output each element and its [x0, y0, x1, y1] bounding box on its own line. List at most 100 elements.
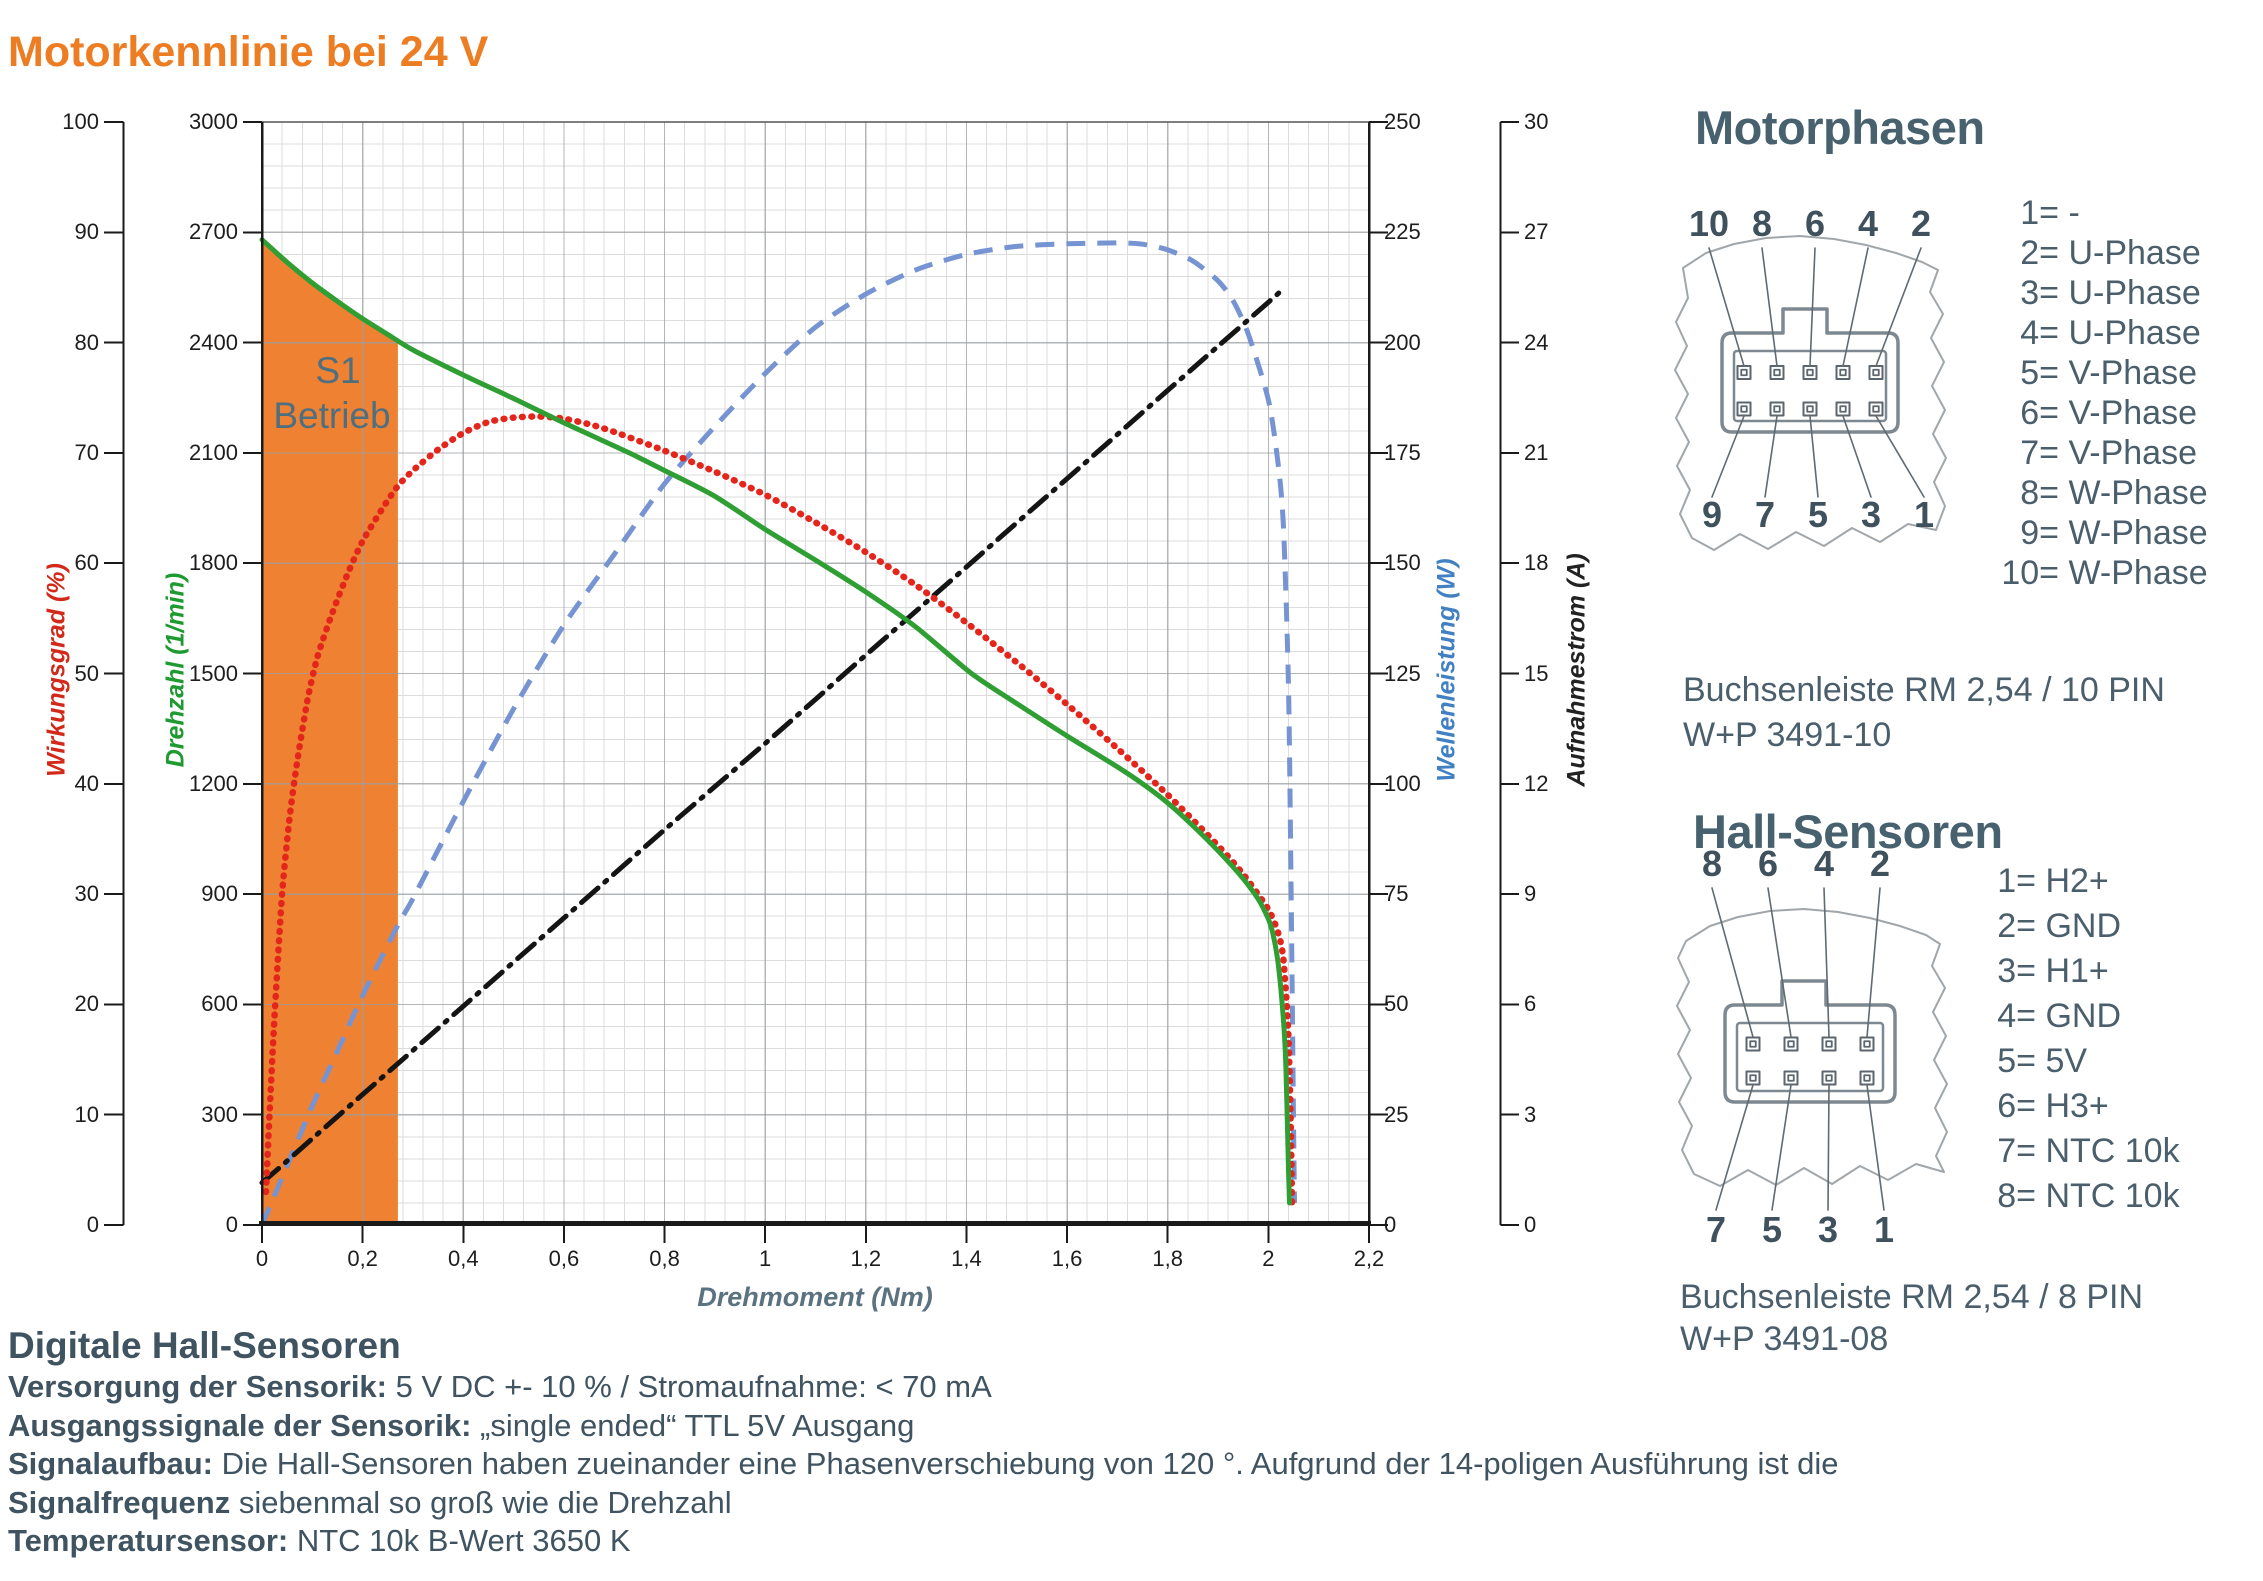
- spec-value: NTC 10k B-Wert 3650 K: [288, 1523, 631, 1558]
- hall-sensoren-heading: Hall-Sensoren: [1693, 805, 2003, 858]
- drehzahl-tick-label: 1500: [189, 660, 238, 686]
- wirkungsgrad-tick-label: 0: [86, 1212, 99, 1237]
- wirkungsgrad-tick-label: 70: [74, 439, 99, 465]
- wellenleistung-tick-label: 175: [1384, 439, 1421, 465]
- pin-legend-row: 7= V-Phase: [2020, 434, 2197, 472]
- spec-value: Die Hall-Sensoren haben zueinander eine …: [212, 1446, 1839, 1481]
- wellenleistung-tick-label: 75: [1384, 881, 1409, 907]
- pin-number-7: 7: [1754, 494, 1776, 535]
- aufnahmestrom-tick-label: 15: [1524, 660, 1549, 686]
- motorphasen-caption-line1: Buchsenleiste RM 2,54 / 10 PIN: [1683, 671, 2165, 709]
- spec-label: Signalaufbau:: [8, 1446, 213, 1481]
- page-title: Motorkennlinie bei 24 V: [8, 28, 489, 76]
- aufnahmestrom-tick-label: 21: [1524, 439, 1549, 465]
- wirkungsgrad-tick-label: 80: [74, 329, 99, 355]
- wellenleistung-tick-label: 125: [1384, 660, 1421, 686]
- pin-legend-row: 4= U-Phase: [2020, 314, 2201, 352]
- hall-caption: Buchsenleiste RM 2,54 / 8 PIN W+P 3491-0…: [1680, 1276, 2143, 1360]
- aufnahmestrom-tick-label: 24: [1524, 329, 1549, 355]
- spec-label: Temperatursensor:: [8, 1523, 289, 1558]
- wellenleistung-tick-label: 100: [1384, 770, 1421, 796]
- wirkungsgrad-tick-label: 90: [74, 219, 99, 245]
- drehzahl-tick-label: 3000: [189, 109, 238, 134]
- spec-label: Ausgangssignale der Sensorik:: [8, 1407, 472, 1443]
- wirkungsgrad-tick-label: 40: [74, 770, 99, 796]
- motorphasen-caption-line2: W+P 3491-10: [1683, 716, 1892, 754]
- drehzahl-tick-label: 2100: [189, 439, 238, 465]
- pin-legend-row: 8= NTC 10k: [1997, 1177, 2180, 1215]
- pin-legend-row: 7= NTC 10k: [1997, 1132, 2180, 1170]
- wellenleistung-tick-label: 225: [1384, 219, 1421, 245]
- hall-torn-paper-outline: [1676, 908, 1948, 1187]
- wirkungsgrad-tick-label: 60: [74, 550, 99, 576]
- motor-pins: [1736, 365, 1884, 417]
- pin-legend-row: 2= U-Phase: [2020, 234, 2201, 272]
- pin-number-1: 1: [1873, 1209, 1895, 1250]
- pin-number-6: 6: [1757, 843, 1779, 884]
- pin-legend-row: 3= U-Phase: [2020, 274, 2201, 312]
- s1-region-label-line2: Betrieb: [273, 395, 391, 436]
- hall-caption-line1: Buchsenleiste RM 2,54 / 8 PIN: [1680, 1278, 2144, 1316]
- wellenleistung-tick-label: 0: [1384, 1212, 1397, 1237]
- drehzahl-tick-label: 900: [201, 881, 238, 907]
- pin-legend-row: 8= W-Phase: [2020, 474, 2208, 512]
- pin-number-6: 6: [1804, 203, 1826, 244]
- spec-value: „single ended“ TTL 5V Ausgang: [471, 1407, 915, 1443]
- wellenleistung-tick-label: 150: [1384, 550, 1421, 576]
- x-tick-label: 1,4: [951, 1246, 982, 1271]
- pin-legend-row: 4= GND: [1997, 997, 2121, 1035]
- x-tick-label: 1,6: [1051, 1246, 1083, 1271]
- pin-number-3: 3: [1817, 1209, 1839, 1250]
- drehzahl-tick-label: 0: [225, 1212, 238, 1237]
- pin-number-3: 3: [1860, 494, 1882, 535]
- wirkungsgrad-tick-label: 20: [74, 991, 99, 1017]
- pin-number-2: 2: [1869, 843, 1891, 884]
- drehzahl-tick-label: 2700: [189, 219, 238, 245]
- pin-number-4: 4: [1857, 203, 1879, 244]
- wellenleistung-tick-label: 25: [1384, 1101, 1409, 1127]
- spec-value: 5 V DC +- 10 % / Stromaufnahme: < 70 mA: [387, 1369, 992, 1404]
- aufnahmestrom-tick-label: 6: [1524, 991, 1537, 1017]
- x-tick-label: 0,8: [649, 1246, 680, 1271]
- aufnahmestrom-tick-label: 30: [1524, 109, 1549, 134]
- pin-legend-row: 10= W-Phase: [2001, 554, 2208, 592]
- pin-legend-row: 1= -: [2020, 194, 2080, 232]
- pin-number-8: 8: [1701, 843, 1723, 884]
- wellenleistung-tick-label: 200: [1384, 329, 1421, 355]
- x-tick-label: 1,2: [850, 1246, 882, 1271]
- spec-label: Versorgung der Sensorik:: [8, 1369, 387, 1404]
- motorphasen-connector-diagram: [1674, 235, 1947, 551]
- motorphasen-pin-legend: 1= -2= U-Phase 3= U-Phase 4= U-Phase 5= V-P…: [1985, 193, 2208, 593]
- x-tick-label: 0,4: [447, 1246, 479, 1271]
- pin-number-1: 1: [1913, 494, 1935, 535]
- pin-legend-row: 9= W-Phase: [2020, 514, 2208, 552]
- drehzahl-tick-label: 2400: [189, 329, 238, 355]
- hall-connector-pin-field: [1735, 1021, 1885, 1093]
- x-tick-label: 0,6: [548, 1246, 580, 1271]
- pin-legend-row: 1= H2+: [1997, 862, 2109, 900]
- wirkungsgrad-tick-label: 10: [74, 1101, 99, 1127]
- pin-legend-row: 6= H3+: [1997, 1087, 2109, 1125]
- hall-connector-diagram: [1676, 887, 1948, 1211]
- digital-hall-sensors-text: Digitale Hall-Sensoren Versorgung der Se…: [8, 1324, 1838, 1561]
- hall-pin-leader-lines: [1711, 887, 1885, 1211]
- spec-line-temperatursensor: Temperatursensor: NTC 10k B-Wert 3650 K: [8, 1522, 1838, 1561]
- wirkungsgrad-tick-label: 30: [74, 881, 99, 907]
- motor-torn-paper-outline: [1674, 235, 1947, 551]
- spec-line-versorgung: Versorgung der Sensorik: 5 V DC +- 10 % …: [8, 1368, 1838, 1407]
- x-tick-label: 1,8: [1152, 1246, 1184, 1271]
- wirkungsgrad-tick-label: 50: [74, 660, 99, 686]
- motor-connector-housing: [1720, 307, 1900, 434]
- wellenleistung-tick-label: 250: [1384, 109, 1421, 134]
- drehzahl-tick-label: 1800: [189, 550, 238, 576]
- pin-number-4: 4: [1813, 843, 1835, 884]
- drehzahl-tick-label: 300: [201, 1101, 238, 1127]
- x-tick-label: 2: [1262, 1246, 1275, 1271]
- pin-number-5: 5: [1807, 494, 1829, 535]
- pin-legend-row: 2= GND: [1997, 907, 2121, 945]
- pin-number-7: 7: [1705, 1209, 1727, 1250]
- pin-number-2: 2: [1910, 203, 1932, 244]
